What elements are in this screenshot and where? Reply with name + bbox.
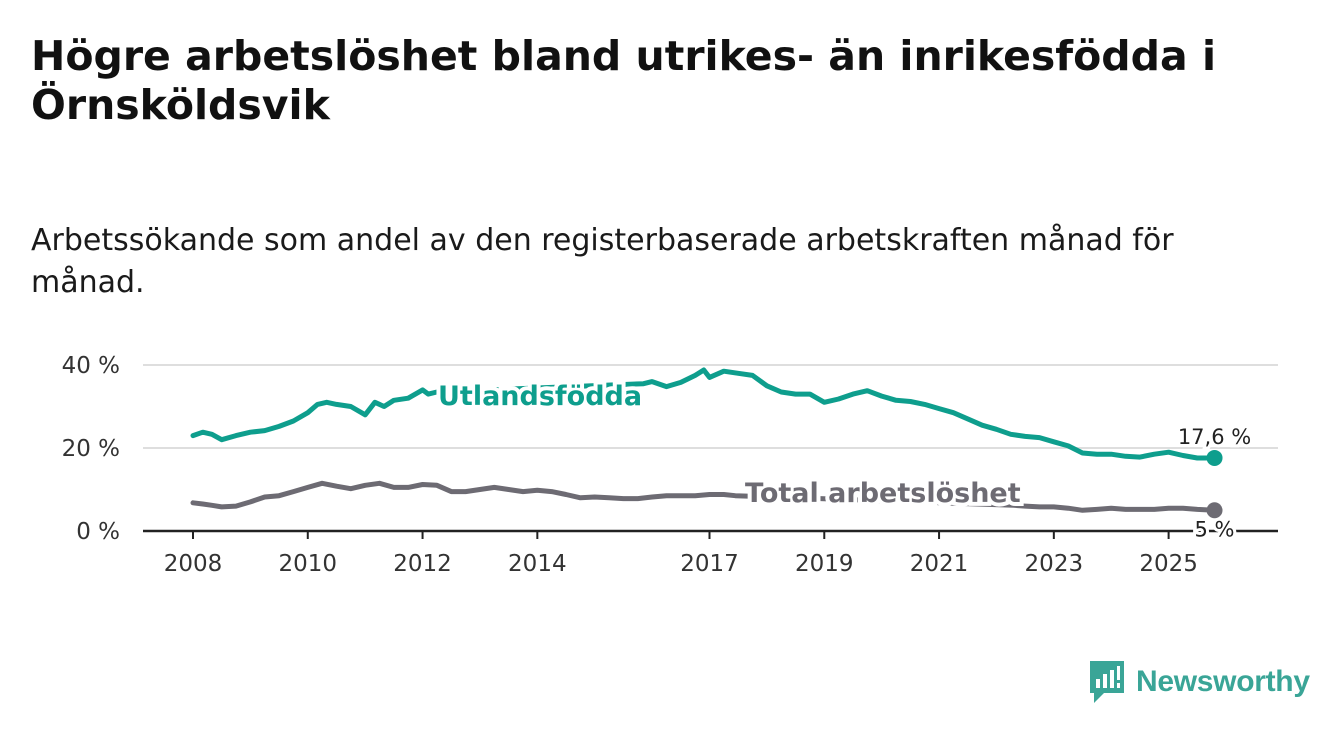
chart-subtitle: Arbetssökande som andel av den registerb… [31,223,1174,300]
line-chart: 0 % 20 % 40 % 2008 2010 2012 2014 2017 2019 2021 2… [62,353,1278,577]
x-tick-label: 2021 [910,551,969,577]
chart-title: Högre arbetslöshet bland utrikes- än inr… [31,32,1216,129]
y-tick-label: 40 % [62,353,120,379]
label-layer: Utlandsfödda Total arbetslöshet 17,6 % 5 % [434,377,1254,544]
x-tick-label: 2019 [795,551,854,577]
brand: Newsworthy [1088,658,1310,706]
x-tick-label: 2023 [1025,551,1084,577]
x-tick-label: 2008 [164,551,223,577]
axis-layer: 0 % 20 % 40 % 2008 2010 2012 2014 2017 2019 2021 2… [62,353,1278,577]
x-tick-label: 2017 [680,551,739,577]
end-point-total [1206,502,1223,519]
series-label-utlandsfodda: Utlandsfödda [438,381,642,412]
line-layer [190,367,1223,519]
grid-layer [143,364,1278,449]
x-tick-label: 2012 [393,551,452,577]
end-label-utlandsfodda: 17,6 % [1178,425,1251,449]
series-line-utlandsfodda [190,367,1217,461]
series-label-total: Total arbetslöshet [745,478,1021,509]
x-tick-label: 2025 [1139,551,1198,577]
series-line-total [190,480,1217,513]
brand-name: Newsworthy [1136,665,1310,698]
y-tick-label: 0 % [76,519,120,545]
x-tick-label: 2010 [279,551,338,577]
end-label-total: 5 % [1195,517,1235,541]
x-tick-label: 2014 [508,551,567,577]
end-point-utlandsfodda [1206,449,1223,466]
y-tick-label: 20 % [62,436,120,462]
newsworthy-logo-icon [1090,661,1124,703]
